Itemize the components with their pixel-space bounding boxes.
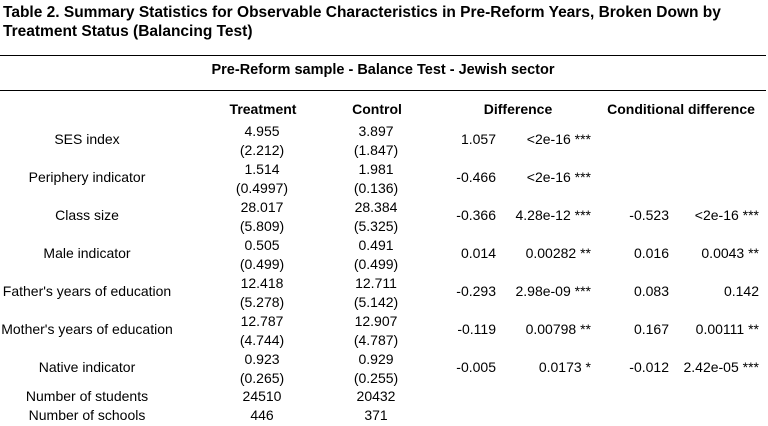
conditional-pvalue: 2.42e-05 *** <box>683 359 759 375</box>
top-rule <box>0 55 766 56</box>
header-treatment: Treatment <box>229 101 297 117</box>
conditional-value: 0.016 <box>633 245 669 261</box>
difference-pvalue: 2.98e-09 *** <box>515 283 591 299</box>
control-mean: 0.491 <box>358 237 394 253</box>
treatment-mean: 0.505 <box>244 237 280 253</box>
difference-value: -0.119 <box>457 321 496 337</box>
control-mean: 12.907 <box>354 313 398 329</box>
control-mean: 28.384 <box>354 199 398 215</box>
treatment-sd: (5.809) <box>239 218 285 234</box>
header-rule <box>0 90 766 91</box>
control-sd: (1.847) <box>353 142 399 158</box>
difference-value: -0.466 <box>456 169 496 185</box>
control-mean: 3.897 <box>358 123 394 139</box>
control-sd: (0.499) <box>353 256 399 272</box>
control-sd: (5.325) <box>353 218 399 234</box>
conditional-value: 0.167 <box>633 321 669 337</box>
row-label: Native indicator <box>38 359 136 375</box>
treatment-mean: 4.955 <box>244 123 280 139</box>
count-label: Number of schools <box>28 407 146 423</box>
difference-pvalue: 4.28e-12 *** <box>515 207 591 223</box>
count-control: 20432 <box>356 388 396 404</box>
row-label: Father's years of education <box>2 283 172 299</box>
table-title: Table 2. Summary Statistics for Observab… <box>3 4 721 40</box>
difference-value: 0.014 <box>460 245 496 261</box>
treatment-mean: 0.923 <box>244 351 280 367</box>
control-sd: (5.142) <box>353 294 399 310</box>
count-treatment: 24510 <box>242 388 282 404</box>
count-treatment: 446 <box>250 407 274 423</box>
conditional-pvalue: 0.0043 ** <box>701 245 759 261</box>
difference-pvalue: 0.0173 * <box>538 359 591 375</box>
conditional-pvalue: 0.00111 ** <box>695 321 759 337</box>
header-difference: Difference <box>483 101 553 117</box>
count-label: Number of students <box>25 388 149 404</box>
difference-value: 1.057 <box>460 131 496 147</box>
treatment-sd: (4.744) <box>239 332 285 348</box>
difference-pvalue: 0.00282 ** <box>525 245 591 261</box>
row-label: Class size <box>55 207 119 223</box>
row-label: Mother's years of education <box>1 321 173 337</box>
difference-pvalue: 0.00798 ** <box>525 321 591 337</box>
count-control: 371 <box>364 407 388 423</box>
conditional-pvalue: 0.142 <box>723 283 759 299</box>
treatment-sd: (0.265) <box>239 370 285 386</box>
header-conditional-difference: Conditional difference <box>607 101 755 117</box>
conditional-pvalue: <2e-16 *** <box>694 207 759 223</box>
difference-value: -0.293 <box>456 283 496 299</box>
difference-pvalue: <2e-16 *** <box>526 131 591 147</box>
table-subtitle: Pre-Reform sample - Balance Test - Jewis… <box>211 62 555 78</box>
difference-value: -0.005 <box>456 359 496 375</box>
row-label: SES index <box>54 131 120 147</box>
treatment-sd: (2.212) <box>239 142 285 158</box>
row-label: Periphery indicator <box>28 169 146 185</box>
control-sd: (0.255) <box>353 370 399 386</box>
header-control: Control <box>352 101 402 117</box>
difference-pvalue: <2e-16 *** <box>526 169 591 185</box>
conditional-value: -0.523 <box>629 207 669 223</box>
difference-value: -0.366 <box>456 207 496 223</box>
control-mean: 0.929 <box>358 351 394 367</box>
treatment-sd: (5.278) <box>239 294 285 310</box>
control-mean: 12.711 <box>355 275 397 291</box>
treatment-mean: 28.017 <box>240 199 284 215</box>
conditional-value: -0.012 <box>629 359 669 375</box>
control-sd: (4.787) <box>353 332 399 348</box>
treatment-sd: (0.499) <box>239 256 285 272</box>
treatment-mean: 12.787 <box>240 313 284 329</box>
treatment-sd: (0.4997) <box>235 180 289 196</box>
conditional-value: 0.083 <box>633 283 669 299</box>
treatment-mean: 1.514 <box>244 161 280 177</box>
row-label: Male indicator <box>43 245 131 261</box>
control-mean: 1.981 <box>358 161 394 177</box>
control-sd: (0.136) <box>353 180 399 196</box>
treatment-mean: 12.418 <box>240 275 284 291</box>
